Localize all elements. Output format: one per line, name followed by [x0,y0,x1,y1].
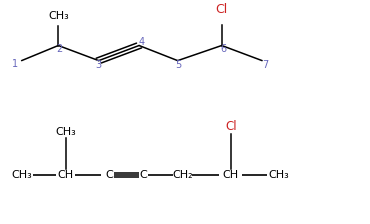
Text: CH₃: CH₃ [11,170,32,180]
Text: C: C [139,170,147,180]
Text: 5: 5 [176,60,182,70]
Text: 1: 1 [12,59,18,69]
Text: 6: 6 [221,44,226,54]
Text: 2: 2 [56,44,63,54]
Text: Cl: Cl [216,3,228,16]
Text: 4: 4 [139,37,145,47]
Text: 7: 7 [262,60,268,69]
Text: CH₃: CH₃ [48,11,69,21]
Text: Cl: Cl [225,120,237,133]
Text: CH: CH [58,170,74,180]
Text: C: C [106,170,114,180]
Text: 3: 3 [95,60,102,69]
Text: CH₃: CH₃ [268,170,289,180]
Text: CH₂: CH₂ [173,170,194,180]
Text: CH₃: CH₃ [55,127,76,137]
Text: CH: CH [223,170,239,180]
